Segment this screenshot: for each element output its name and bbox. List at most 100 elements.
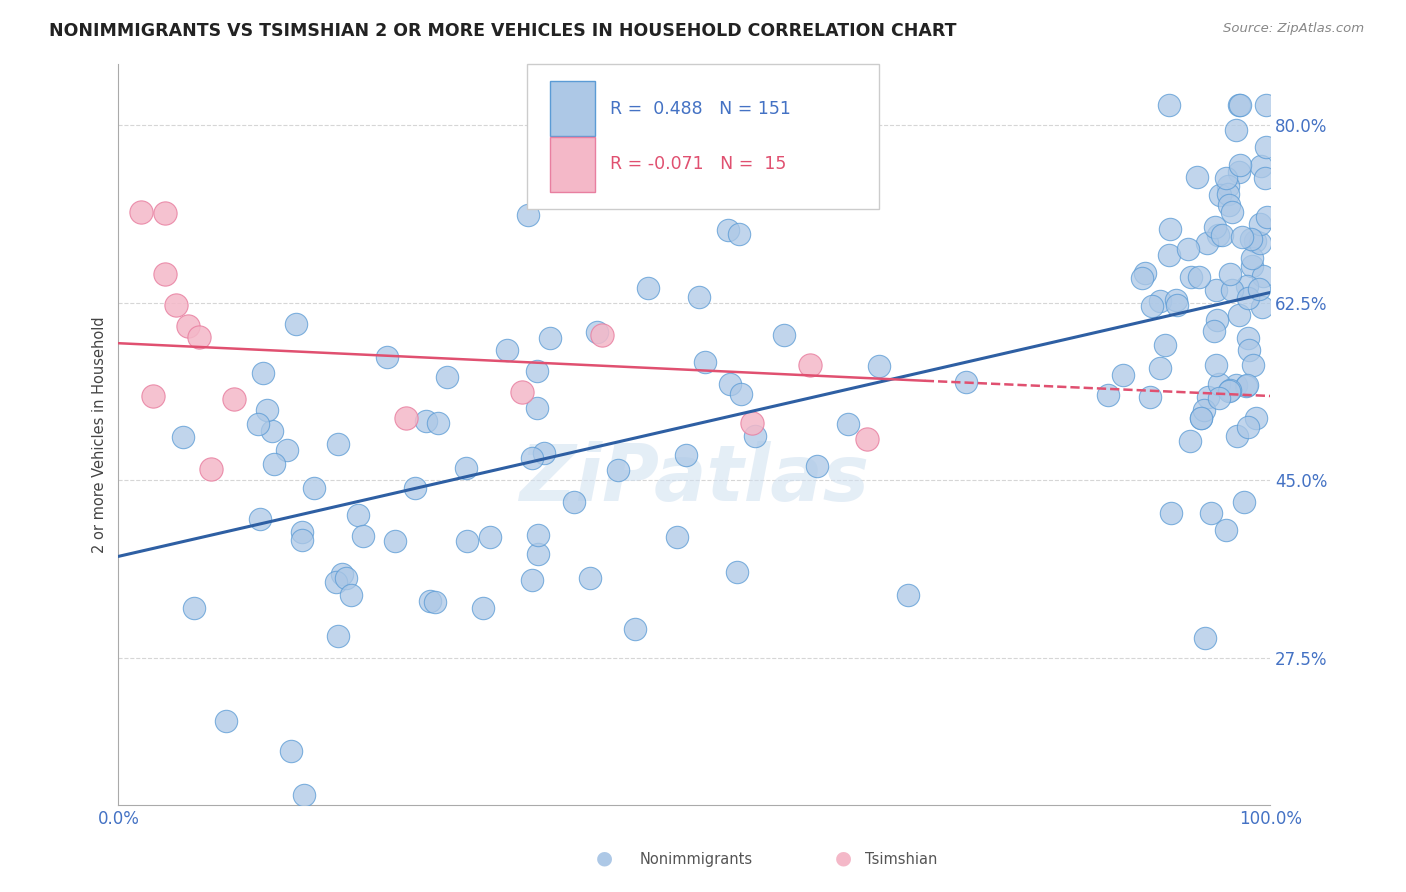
Point [340, 588, 363, 602]
Point [183, 601, 205, 615]
Text: ZiPatlas: ZiPatlas [519, 441, 869, 517]
Point [837, 417, 859, 432]
Point [1227, 308, 1250, 322]
Point [1218, 384, 1240, 398]
Point [280, 744, 302, 758]
Point [1240, 231, 1263, 245]
Point [1178, 434, 1201, 449]
Point [384, 533, 406, 548]
Point [1256, 210, 1278, 224]
Point [1133, 266, 1156, 280]
Point [1208, 391, 1230, 405]
Point [538, 331, 561, 345]
Point [1188, 270, 1211, 285]
Point [1215, 170, 1237, 185]
Text: Nonimmigrants: Nonimmigrants [640, 852, 752, 867]
Point [1241, 259, 1264, 273]
Point [510, 385, 533, 400]
Point [675, 448, 697, 462]
Point [868, 359, 890, 373]
Point [395, 410, 418, 425]
Point [666, 530, 689, 544]
Point [1192, 403, 1215, 417]
Point [730, 387, 752, 401]
Point [285, 317, 308, 331]
Point [1159, 221, 1181, 235]
Text: R =  0.488   N = 151: R = 0.488 N = 151 [610, 100, 792, 118]
Point [606, 463, 628, 477]
Point [526, 528, 548, 542]
FancyBboxPatch shape [550, 136, 595, 192]
Point [637, 281, 659, 295]
Point [176, 319, 198, 334]
Point [1227, 164, 1250, 178]
Point [1227, 97, 1250, 112]
Point [415, 414, 437, 428]
Point [1236, 279, 1258, 293]
Point [624, 622, 647, 636]
Point [1244, 410, 1267, 425]
Point [856, 432, 879, 446]
Point [456, 461, 478, 475]
Text: Tsimshian: Tsimshian [865, 852, 936, 867]
Point [291, 524, 314, 539]
Point [688, 290, 710, 304]
Point [586, 326, 609, 340]
Point [200, 462, 222, 476]
Point [728, 227, 751, 242]
Point [718, 377, 741, 392]
Point [1189, 411, 1212, 425]
Point [1208, 188, 1230, 202]
Point [292, 788, 315, 802]
Point [188, 330, 211, 344]
Point [693, 355, 716, 369]
Point [172, 430, 194, 444]
Point [1254, 171, 1277, 186]
Point [744, 428, 766, 442]
Point [568, 161, 591, 176]
Point [1164, 293, 1187, 307]
Point [375, 350, 398, 364]
Point [1241, 251, 1264, 265]
Point [1130, 271, 1153, 285]
Point [527, 547, 550, 561]
Point [520, 573, 543, 587]
Point [256, 403, 278, 417]
Point [1234, 379, 1257, 393]
FancyBboxPatch shape [527, 64, 879, 209]
Point [1250, 159, 1272, 173]
Point [1218, 198, 1240, 212]
Point [347, 508, 370, 522]
Point [1241, 358, 1264, 372]
Point [1220, 283, 1243, 297]
Point [520, 450, 543, 465]
Point [1142, 299, 1164, 313]
Point [1237, 343, 1260, 358]
Point [423, 595, 446, 609]
Point [1139, 391, 1161, 405]
Point [142, 388, 165, 402]
Text: R = -0.071   N =  15: R = -0.071 N = 15 [610, 155, 787, 173]
Point [1206, 227, 1229, 242]
Point [1237, 291, 1260, 305]
Point [578, 571, 600, 585]
Point [1180, 270, 1202, 285]
Point [1249, 217, 1271, 231]
Point [222, 392, 245, 407]
Point [897, 588, 920, 602]
Point [419, 594, 441, 608]
Point [1226, 428, 1249, 442]
Point [1205, 313, 1227, 327]
Point [562, 495, 585, 509]
Point [325, 574, 347, 589]
Point [436, 369, 458, 384]
Point [1205, 359, 1227, 373]
Point [1153, 337, 1175, 351]
Point [1236, 378, 1258, 392]
Point [1249, 235, 1271, 250]
Point [741, 417, 763, 431]
Point [591, 328, 613, 343]
Point [526, 401, 548, 416]
Point [1149, 294, 1171, 309]
Point [1211, 228, 1233, 243]
